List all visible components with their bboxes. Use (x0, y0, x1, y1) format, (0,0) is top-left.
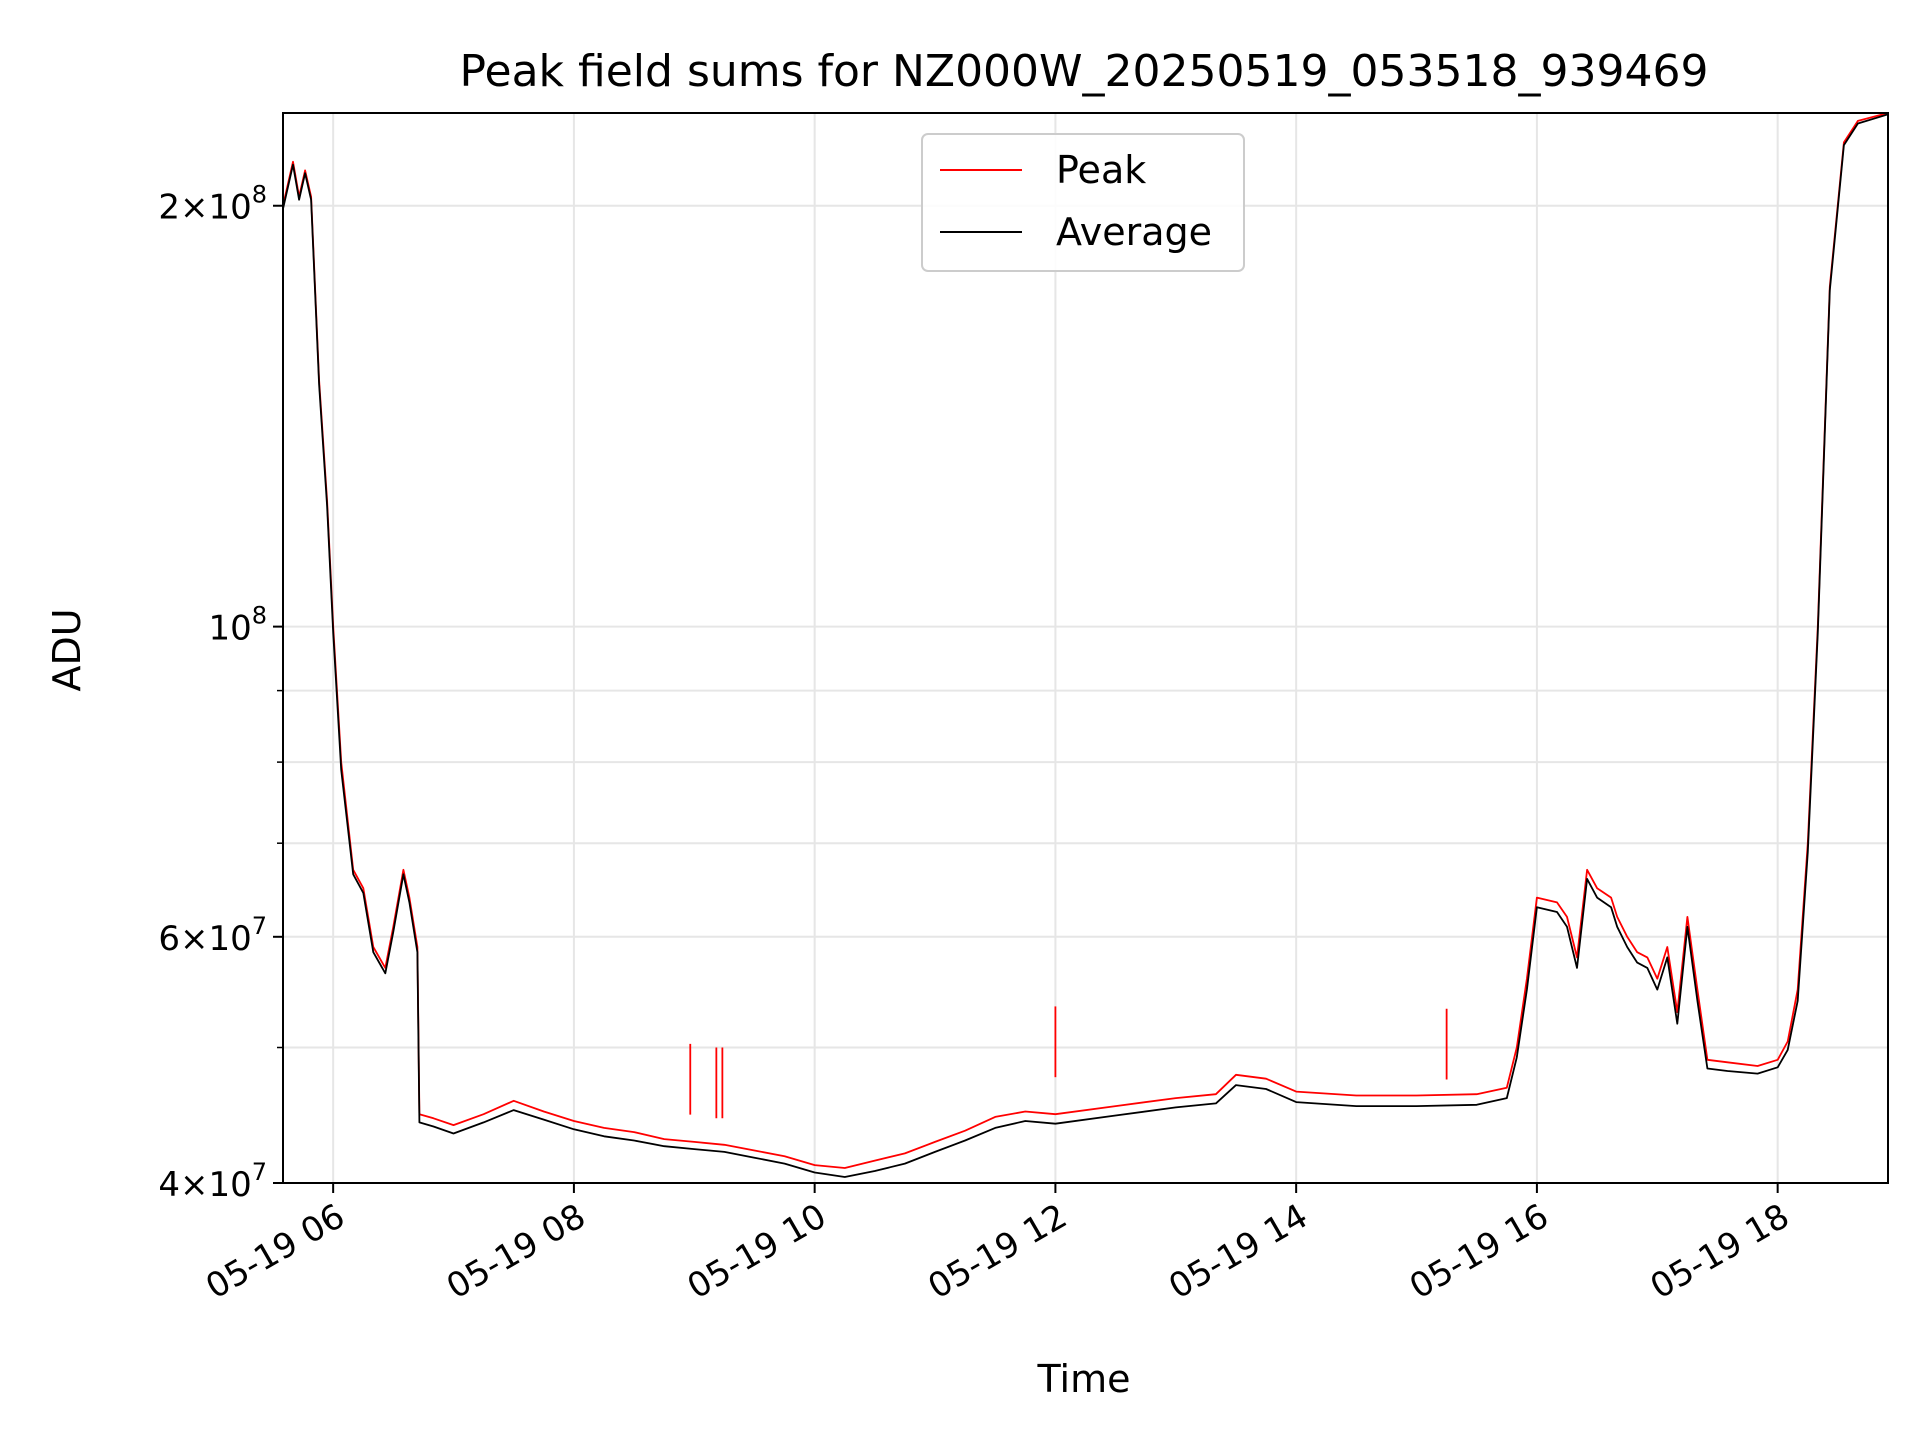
plot-area (283, 113, 1888, 1178)
y-tick-label-0: 4×107 (158, 1158, 267, 1205)
x-axis-label: Time (1037, 1357, 1131, 1401)
chart-title: Peak field sums for NZ000W_20250519_0535… (460, 46, 1709, 97)
legend-label-average: Average (1056, 210, 1212, 254)
legend-label-peak: Peak (1056, 148, 1146, 192)
legend: Peak Average (921, 133, 1245, 272)
y-tick-label-3: 2×108 (158, 181, 267, 228)
legend-box (921, 133, 1245, 272)
series-line-average (283, 113, 1888, 1178)
axes-frame (282, 112, 1889, 1184)
y-tick-label-1: 6×107 (158, 912, 267, 959)
y-axis-label: ADU (45, 608, 89, 691)
